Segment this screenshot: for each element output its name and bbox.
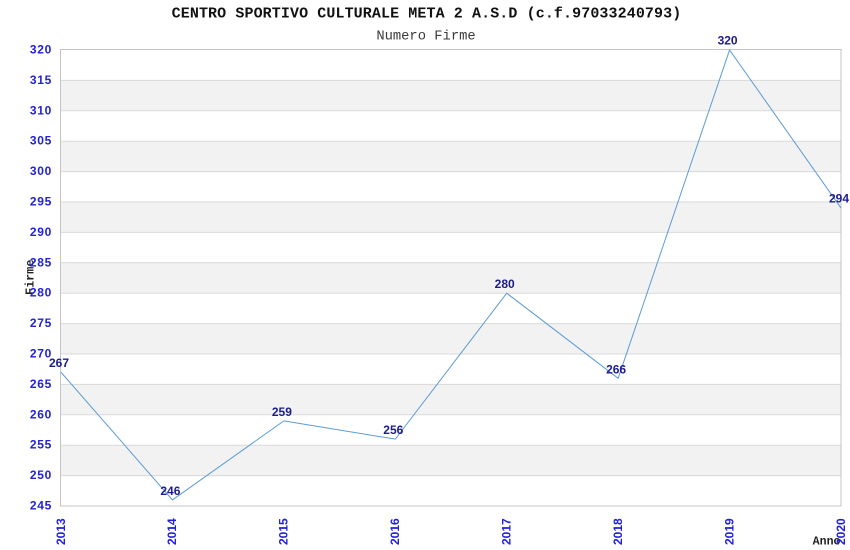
svg-text:2019: 2019 xyxy=(722,518,736,545)
svg-text:300: 300 xyxy=(30,164,52,178)
svg-text:250: 250 xyxy=(30,468,52,482)
svg-text:Anno: Anno xyxy=(813,536,841,549)
svg-text:294: 294 xyxy=(829,192,849,206)
svg-text:2015: 2015 xyxy=(277,518,291,545)
svg-text:265: 265 xyxy=(30,377,52,391)
svg-text:295: 295 xyxy=(30,195,52,209)
svg-text:2013: 2013 xyxy=(54,518,68,545)
svg-text:290: 290 xyxy=(30,225,52,239)
svg-text:260: 260 xyxy=(30,407,52,421)
svg-text:255: 255 xyxy=(30,438,52,452)
svg-text:280: 280 xyxy=(495,277,515,291)
svg-text:280: 280 xyxy=(30,286,52,300)
svg-text:246: 246 xyxy=(160,484,180,498)
svg-text:305: 305 xyxy=(30,134,52,148)
svg-text:310: 310 xyxy=(30,103,52,117)
svg-text:Numero Firme: Numero Firme xyxy=(376,29,475,45)
svg-text:270: 270 xyxy=(30,347,52,361)
svg-text:320: 320 xyxy=(718,34,738,48)
svg-text:285: 285 xyxy=(30,255,52,269)
svg-text:256: 256 xyxy=(383,423,403,437)
svg-text:275: 275 xyxy=(30,316,52,330)
svg-text:2014: 2014 xyxy=(165,518,179,545)
svg-text:2016: 2016 xyxy=(388,518,402,545)
svg-text:266: 266 xyxy=(606,362,626,376)
svg-text:2018: 2018 xyxy=(611,518,625,545)
svg-text:2017: 2017 xyxy=(500,518,514,545)
svg-text:315: 315 xyxy=(30,73,52,87)
svg-text:Firme: Firme xyxy=(24,260,38,295)
svg-text:2020: 2020 xyxy=(834,518,848,545)
svg-text:CENTRO SPORTIVO CULTURALE META: CENTRO SPORTIVO CULTURALE META 2 A.S.D (… xyxy=(172,6,682,23)
svg-text:245: 245 xyxy=(30,499,52,513)
svg-text:259: 259 xyxy=(272,405,292,419)
svg-text:320: 320 xyxy=(30,43,52,57)
svg-text:267: 267 xyxy=(49,356,69,370)
